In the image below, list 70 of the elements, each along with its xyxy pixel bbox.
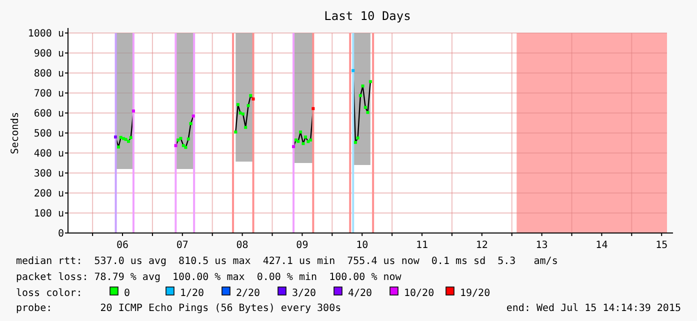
y-tick-label: 200 u xyxy=(34,188,64,200)
legend-label: 4/20 xyxy=(348,288,372,299)
point xyxy=(186,138,190,140)
text: packet loss: 78.79 % avg 100.00 % max 0.00 % min 100.00 % now xyxy=(16,272,402,283)
x-tick-label: 14 xyxy=(596,240,608,251)
point xyxy=(174,144,178,148)
point xyxy=(127,140,130,143)
point xyxy=(309,138,312,142)
point xyxy=(296,140,300,143)
legend-label: 0 xyxy=(124,288,130,299)
x-tick-label: 07 xyxy=(176,240,188,251)
x-tick-label: 08 xyxy=(236,240,248,251)
point xyxy=(129,136,132,140)
point xyxy=(179,136,182,140)
text: probe: 20 ICMP Echo Pings (56 Bytes) every 300s xyxy=(16,303,342,314)
y-tick-label: 900 u xyxy=(34,48,64,60)
point xyxy=(312,107,315,110)
point xyxy=(352,69,355,72)
x-tick-label: 09 xyxy=(296,240,308,251)
point xyxy=(246,104,250,108)
point xyxy=(234,130,238,134)
point xyxy=(114,136,117,138)
x-tick-label: 15 xyxy=(656,240,668,251)
point xyxy=(302,142,305,146)
y-axis-title: Seconds xyxy=(10,112,21,154)
y-tick-label: 500 u xyxy=(34,128,64,140)
legend-label: 3/20 xyxy=(292,288,316,299)
point xyxy=(358,94,362,98)
chart-title: Last 10 Days xyxy=(324,9,411,23)
point xyxy=(176,138,180,142)
point xyxy=(356,136,360,140)
point xyxy=(292,145,296,148)
legend-label: 1/20 xyxy=(180,288,204,299)
point xyxy=(189,122,192,126)
point xyxy=(299,130,302,134)
legend-label: 2/20 xyxy=(236,288,260,299)
point xyxy=(241,112,244,116)
point xyxy=(354,140,357,144)
point xyxy=(368,80,372,84)
legend-label: 19/20 xyxy=(460,288,490,299)
y-tick-label: 800 u xyxy=(34,68,64,80)
text: end: Wed Jul 15 14:14:39 2015 xyxy=(506,303,681,314)
x-tick-label: 11 xyxy=(416,240,428,251)
point xyxy=(236,103,240,106)
y-tick-label: 700 u xyxy=(34,88,64,100)
point xyxy=(184,146,188,149)
y-tick-label: 0 xyxy=(58,228,64,240)
x-tick-label: 13 xyxy=(536,240,548,251)
point xyxy=(244,126,248,129)
legend-title: loss color: xyxy=(16,288,82,299)
y-tick-label: 400 u xyxy=(34,148,64,160)
point xyxy=(364,106,367,109)
text: median rtt: 537.0 us avg 810.5 us max 427.1 us min 755.4 us now 0.1 ms sd 5.3 am/s xyxy=(16,256,558,267)
x-tick-label: 06 xyxy=(116,240,129,251)
x-tick-label: 10 xyxy=(356,240,368,251)
point xyxy=(361,84,364,88)
y-tick-label: 1000 u xyxy=(28,28,64,40)
point xyxy=(306,140,310,144)
y-tick-label: 600 u xyxy=(34,108,64,120)
point xyxy=(249,94,252,98)
point xyxy=(192,114,195,118)
legend-label: 10/20 xyxy=(404,288,434,299)
y-tick-label: 300 u xyxy=(34,168,64,180)
point xyxy=(304,136,308,138)
point xyxy=(116,146,120,148)
point xyxy=(252,98,255,100)
point xyxy=(366,110,370,114)
x-tick-label: 12 xyxy=(476,240,488,251)
point xyxy=(132,110,135,112)
y-tick-label: 100 u xyxy=(34,208,64,220)
